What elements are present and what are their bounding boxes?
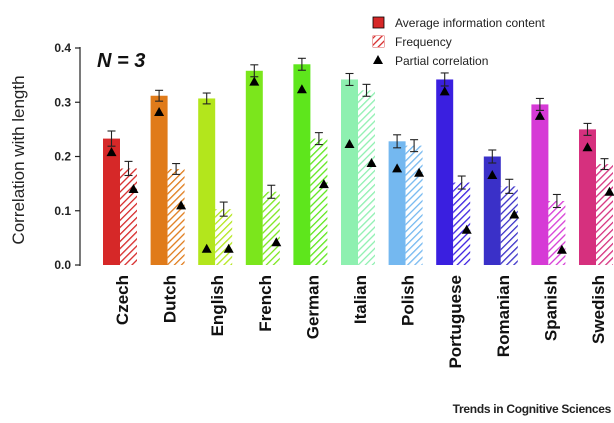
partial-correlation-marker <box>128 184 139 194</box>
category-labels: Czech Dutch English French German Italian Poli… <box>113 275 608 369</box>
bar-frequency-portuguese <box>453 182 471 265</box>
legend-label-average-information: Average information content <box>395 16 546 30</box>
legend: Average information content Frequency Pa… <box>372 16 546 68</box>
partial-correlation-marker <box>201 243 212 253</box>
partial-correlation-marker <box>106 147 117 157</box>
legend-triangle-marker <box>373 55 383 64</box>
bar-frequency-czech <box>120 168 137 265</box>
bar-frequency-romanian <box>500 186 518 265</box>
partial-correlation-marker <box>509 209 520 219</box>
sample-size-annotation: N = 3 <box>97 50 145 72</box>
category-label-english: English <box>208 275 227 336</box>
bar-frequency-polish <box>405 145 423 265</box>
y-tick-label: 0.0 <box>54 258 71 272</box>
partial-correlation-marker <box>582 142 593 152</box>
partial-correlation-marker <box>154 107 165 117</box>
category-label-swedish: Swedish <box>589 275 608 344</box>
partial-correlation-marker <box>296 84 307 94</box>
bar-frequency-italian <box>358 90 375 265</box>
partial-correlation-marker <box>414 167 425 177</box>
y-tick-label: 0.2 <box>54 150 71 164</box>
category-label-dutch: Dutch <box>161 275 180 323</box>
bar-frequency-english <box>215 209 233 265</box>
bar-frequency-dutch <box>167 168 185 265</box>
bar-frequency-spanish <box>548 200 566 265</box>
bar-average-information-swedish <box>579 129 596 265</box>
category-label-polish: Polish <box>399 275 418 326</box>
category-label-italian: Italian <box>351 275 370 324</box>
partial-correlation-marker <box>534 110 545 120</box>
category-label-romanian: Romanian <box>494 275 513 357</box>
bar-average-information-czech <box>103 138 120 265</box>
bar-average-information-spanish <box>531 104 549 265</box>
y-tick-label: 0.4 <box>54 41 71 55</box>
partial-correlation-marker <box>271 237 282 247</box>
partial-correlation-marker <box>461 224 472 234</box>
category-label-czech: Czech <box>113 275 132 325</box>
category-label-french: French <box>256 275 275 332</box>
source-credit: Trends in Cognitive Sciences <box>453 402 612 416</box>
legend-label-partial-correlation: Partial correlation <box>395 54 488 68</box>
y-tick-label: 0.3 <box>54 95 71 109</box>
partial-correlation-marker <box>439 86 450 96</box>
partial-correlation-marker <box>556 244 567 254</box>
bar-average-information-italian <box>341 79 358 265</box>
bar-average-information-english <box>198 98 216 265</box>
partial-correlation-marker <box>487 169 498 179</box>
partial-correlation-marker <box>604 186 614 196</box>
bar-frequency-swedish <box>596 164 613 265</box>
legend-label-frequency: Frequency <box>395 35 452 49</box>
y-tick-label: 0.1 <box>54 204 71 218</box>
bar-average-information-german <box>293 64 311 266</box>
bars <box>103 57 614 266</box>
partial-correlation-marker <box>318 179 329 189</box>
partial-correlation-marker <box>366 158 377 168</box>
bar-average-information-romanian <box>483 156 501 265</box>
y-axis: 0.0 0.1 0.2 0.3 0.4 <box>54 41 81 272</box>
partial-correlation-marker <box>223 243 234 253</box>
legend-swatch-frequency-hatch <box>373 36 384 47</box>
bar-frequency-german <box>310 138 328 265</box>
legend-swatch-average-information <box>372 16 385 29</box>
bar-average-information-portuguese <box>436 79 454 265</box>
partial-correlation-marker <box>176 200 187 210</box>
y-axis-title: Correlation with length <box>9 75 28 244</box>
partial-correlation-marker <box>392 163 403 173</box>
bar-average-information-polish <box>388 141 406 265</box>
category-label-spanish: Spanish <box>541 275 560 341</box>
category-label-portuguese: Portuguese <box>446 275 465 369</box>
partial-correlation-marker <box>344 139 355 149</box>
bar-average-information-french <box>245 70 263 265</box>
bar-average-information-dutch <box>150 95 168 266</box>
category-label-german: German <box>303 275 322 339</box>
partial-correlation-marker <box>249 76 260 86</box>
bar-frequency-french <box>262 191 280 265</box>
